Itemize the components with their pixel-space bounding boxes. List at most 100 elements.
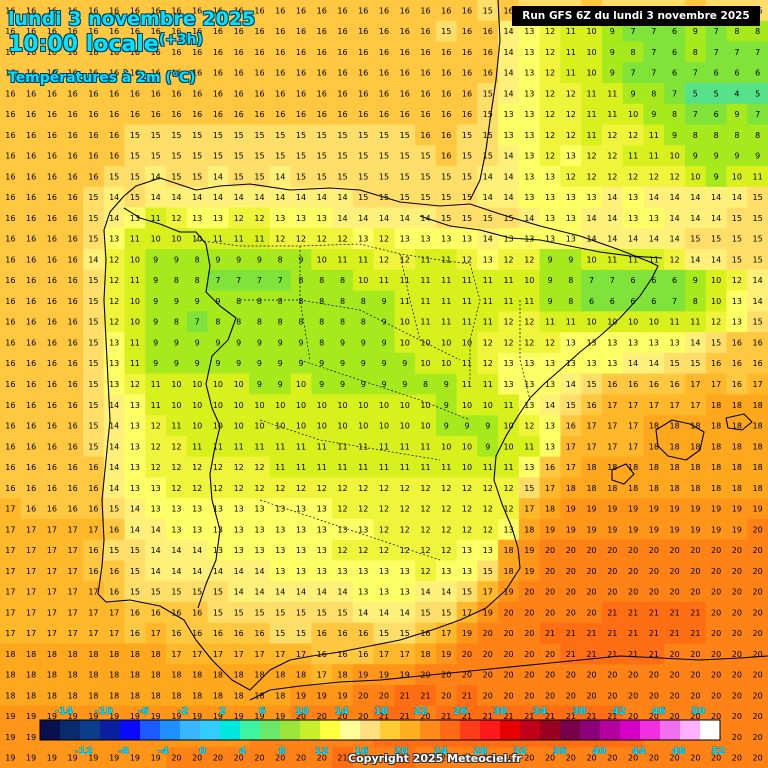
temperature-value: 20 — [732, 608, 742, 617]
temperature-cell — [186, 518, 209, 541]
temperature-value: 16 — [317, 48, 327, 57]
temperature-value: 13 — [524, 172, 534, 181]
temperature-value: 15 — [234, 608, 244, 617]
temperature-value: 18 — [109, 691, 119, 700]
temperature-cell — [269, 435, 292, 458]
temperature-cell — [186, 539, 209, 562]
temperature-value: 18 — [649, 422, 659, 431]
temperature-value: 16 — [254, 89, 264, 98]
temperature-value: 16 — [47, 214, 57, 223]
temperature-cell — [601, 124, 624, 146]
temperature-cell — [166, 498, 188, 520]
temperature-cell — [41, 207, 63, 229]
temperature-value: 11 — [379, 276, 389, 285]
temperature-cell — [103, 560, 126, 582]
temperature-value: 13 — [130, 214, 140, 223]
temperature-cell — [186, 311, 209, 333]
temperature-value: 20 — [358, 754, 368, 763]
temperature-value: 20 — [732, 546, 742, 555]
temperature-value: 15 — [358, 193, 368, 202]
temperature-value: 12 — [566, 110, 576, 119]
temperature-value: 12 — [254, 463, 264, 472]
temperature-cell — [415, 622, 437, 645]
temperature-value: 20 — [649, 567, 659, 576]
temperature-value: 20 — [711, 754, 721, 763]
temperature-cell — [684, 62, 707, 84]
temperature-value: 20 — [628, 567, 638, 576]
temperature-value: 12 — [151, 422, 161, 431]
temperature-value: 16 — [26, 255, 36, 264]
temperature-cell — [684, 518, 707, 541]
temperature-cell — [41, 352, 63, 375]
temperature-value: 16 — [26, 214, 36, 223]
temperature-cell — [684, 456, 707, 479]
temperature-value: 12 — [171, 484, 181, 493]
temperature-cell — [539, 290, 562, 312]
temperature-cell — [0, 0, 22, 22]
temperature-value: 14 — [669, 193, 679, 202]
temperature-cell — [41, 62, 63, 84]
temperature-cell — [373, 332, 395, 354]
temperature-value: 10 — [171, 380, 181, 389]
temperature-value: 16 — [68, 463, 78, 472]
temperature-cell — [373, 456, 395, 479]
temperature-cell — [601, 747, 624, 768]
temperature-value: 11 — [628, 152, 638, 161]
temperature-value: 15 — [462, 131, 472, 140]
temperature-value: 9 — [236, 255, 241, 264]
temperature-value: 16 — [649, 380, 659, 389]
temperature-cell — [643, 103, 665, 126]
temperature-cell — [373, 518, 395, 541]
temperature-value: 16 — [109, 6, 119, 15]
temperature-cell — [311, 747, 333, 768]
temperature-cell — [62, 622, 84, 645]
temperature-value: 12 — [358, 546, 368, 555]
temperature-value: 9 — [215, 297, 220, 306]
legend-swatch — [360, 720, 381, 740]
temperature-cell — [643, 166, 665, 188]
temperature-value: 16 — [68, 442, 78, 451]
temperature-value: 13 — [379, 588, 389, 597]
temperature-value: 14 — [358, 214, 368, 223]
temperature-value: 14 — [420, 214, 430, 223]
temperature-cell — [498, 20, 520, 43]
temperature-value: 15 — [130, 588, 140, 597]
temperature-cell — [83, 373, 105, 395]
temperature-value: 15 — [753, 214, 763, 223]
temperature-value: 16 — [109, 89, 119, 98]
temperature-cell — [435, 664, 458, 686]
temperature-value: 16 — [5, 463, 15, 472]
temperature-value: 11 — [317, 463, 327, 472]
legend-label: -2 — [177, 706, 188, 717]
temperature-value: 15 — [171, 172, 181, 181]
temperature-value: 19 — [151, 754, 161, 763]
temperature-value: 16 — [317, 110, 327, 119]
temperature-value: 11 — [400, 463, 410, 472]
temperature-cell — [0, 435, 22, 458]
temperature-value: 16 — [130, 110, 140, 119]
temperature-cell — [249, 539, 271, 562]
temperature-cell — [166, 352, 188, 375]
temperature-value: 20 — [337, 712, 347, 721]
temperature-cell — [622, 186, 645, 209]
temperature-value: 15 — [317, 152, 327, 161]
temperature-cell — [373, 539, 395, 562]
temperature-cell — [145, 166, 167, 188]
legend-swatch — [680, 720, 701, 740]
temperature-cell — [601, 539, 624, 562]
temperature-value: 11 — [275, 442, 285, 451]
temperature-cell — [394, 145, 416, 167]
temperature-value: 21 — [669, 608, 679, 617]
temperature-cell — [539, 166, 562, 188]
temperature-value: 8 — [319, 318, 324, 327]
temperature-cell — [269, 394, 292, 416]
temperature-value: 16 — [26, 422, 36, 431]
temperature-value: 19 — [628, 505, 638, 514]
temperature-value: 16 — [5, 48, 15, 57]
temperature-value: 15 — [483, 6, 493, 15]
temperature-cell — [415, 539, 437, 562]
temperature-value: 5 — [755, 89, 760, 98]
temperature-cell — [166, 664, 188, 686]
temperature-cell — [269, 498, 292, 520]
temperature-value: 11 — [441, 276, 451, 285]
